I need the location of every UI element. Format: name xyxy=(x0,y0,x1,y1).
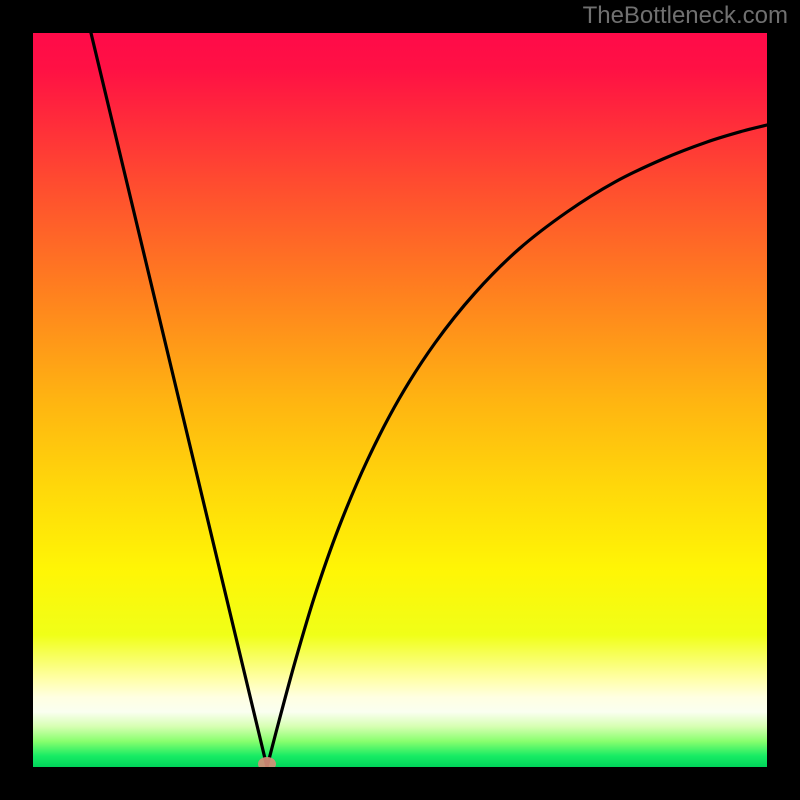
watermark-text: TheBottleneck.com xyxy=(583,2,788,30)
plot-area xyxy=(33,33,767,767)
chart-stage: TheBottleneck.com xyxy=(0,0,800,800)
plot-svg xyxy=(33,33,767,767)
